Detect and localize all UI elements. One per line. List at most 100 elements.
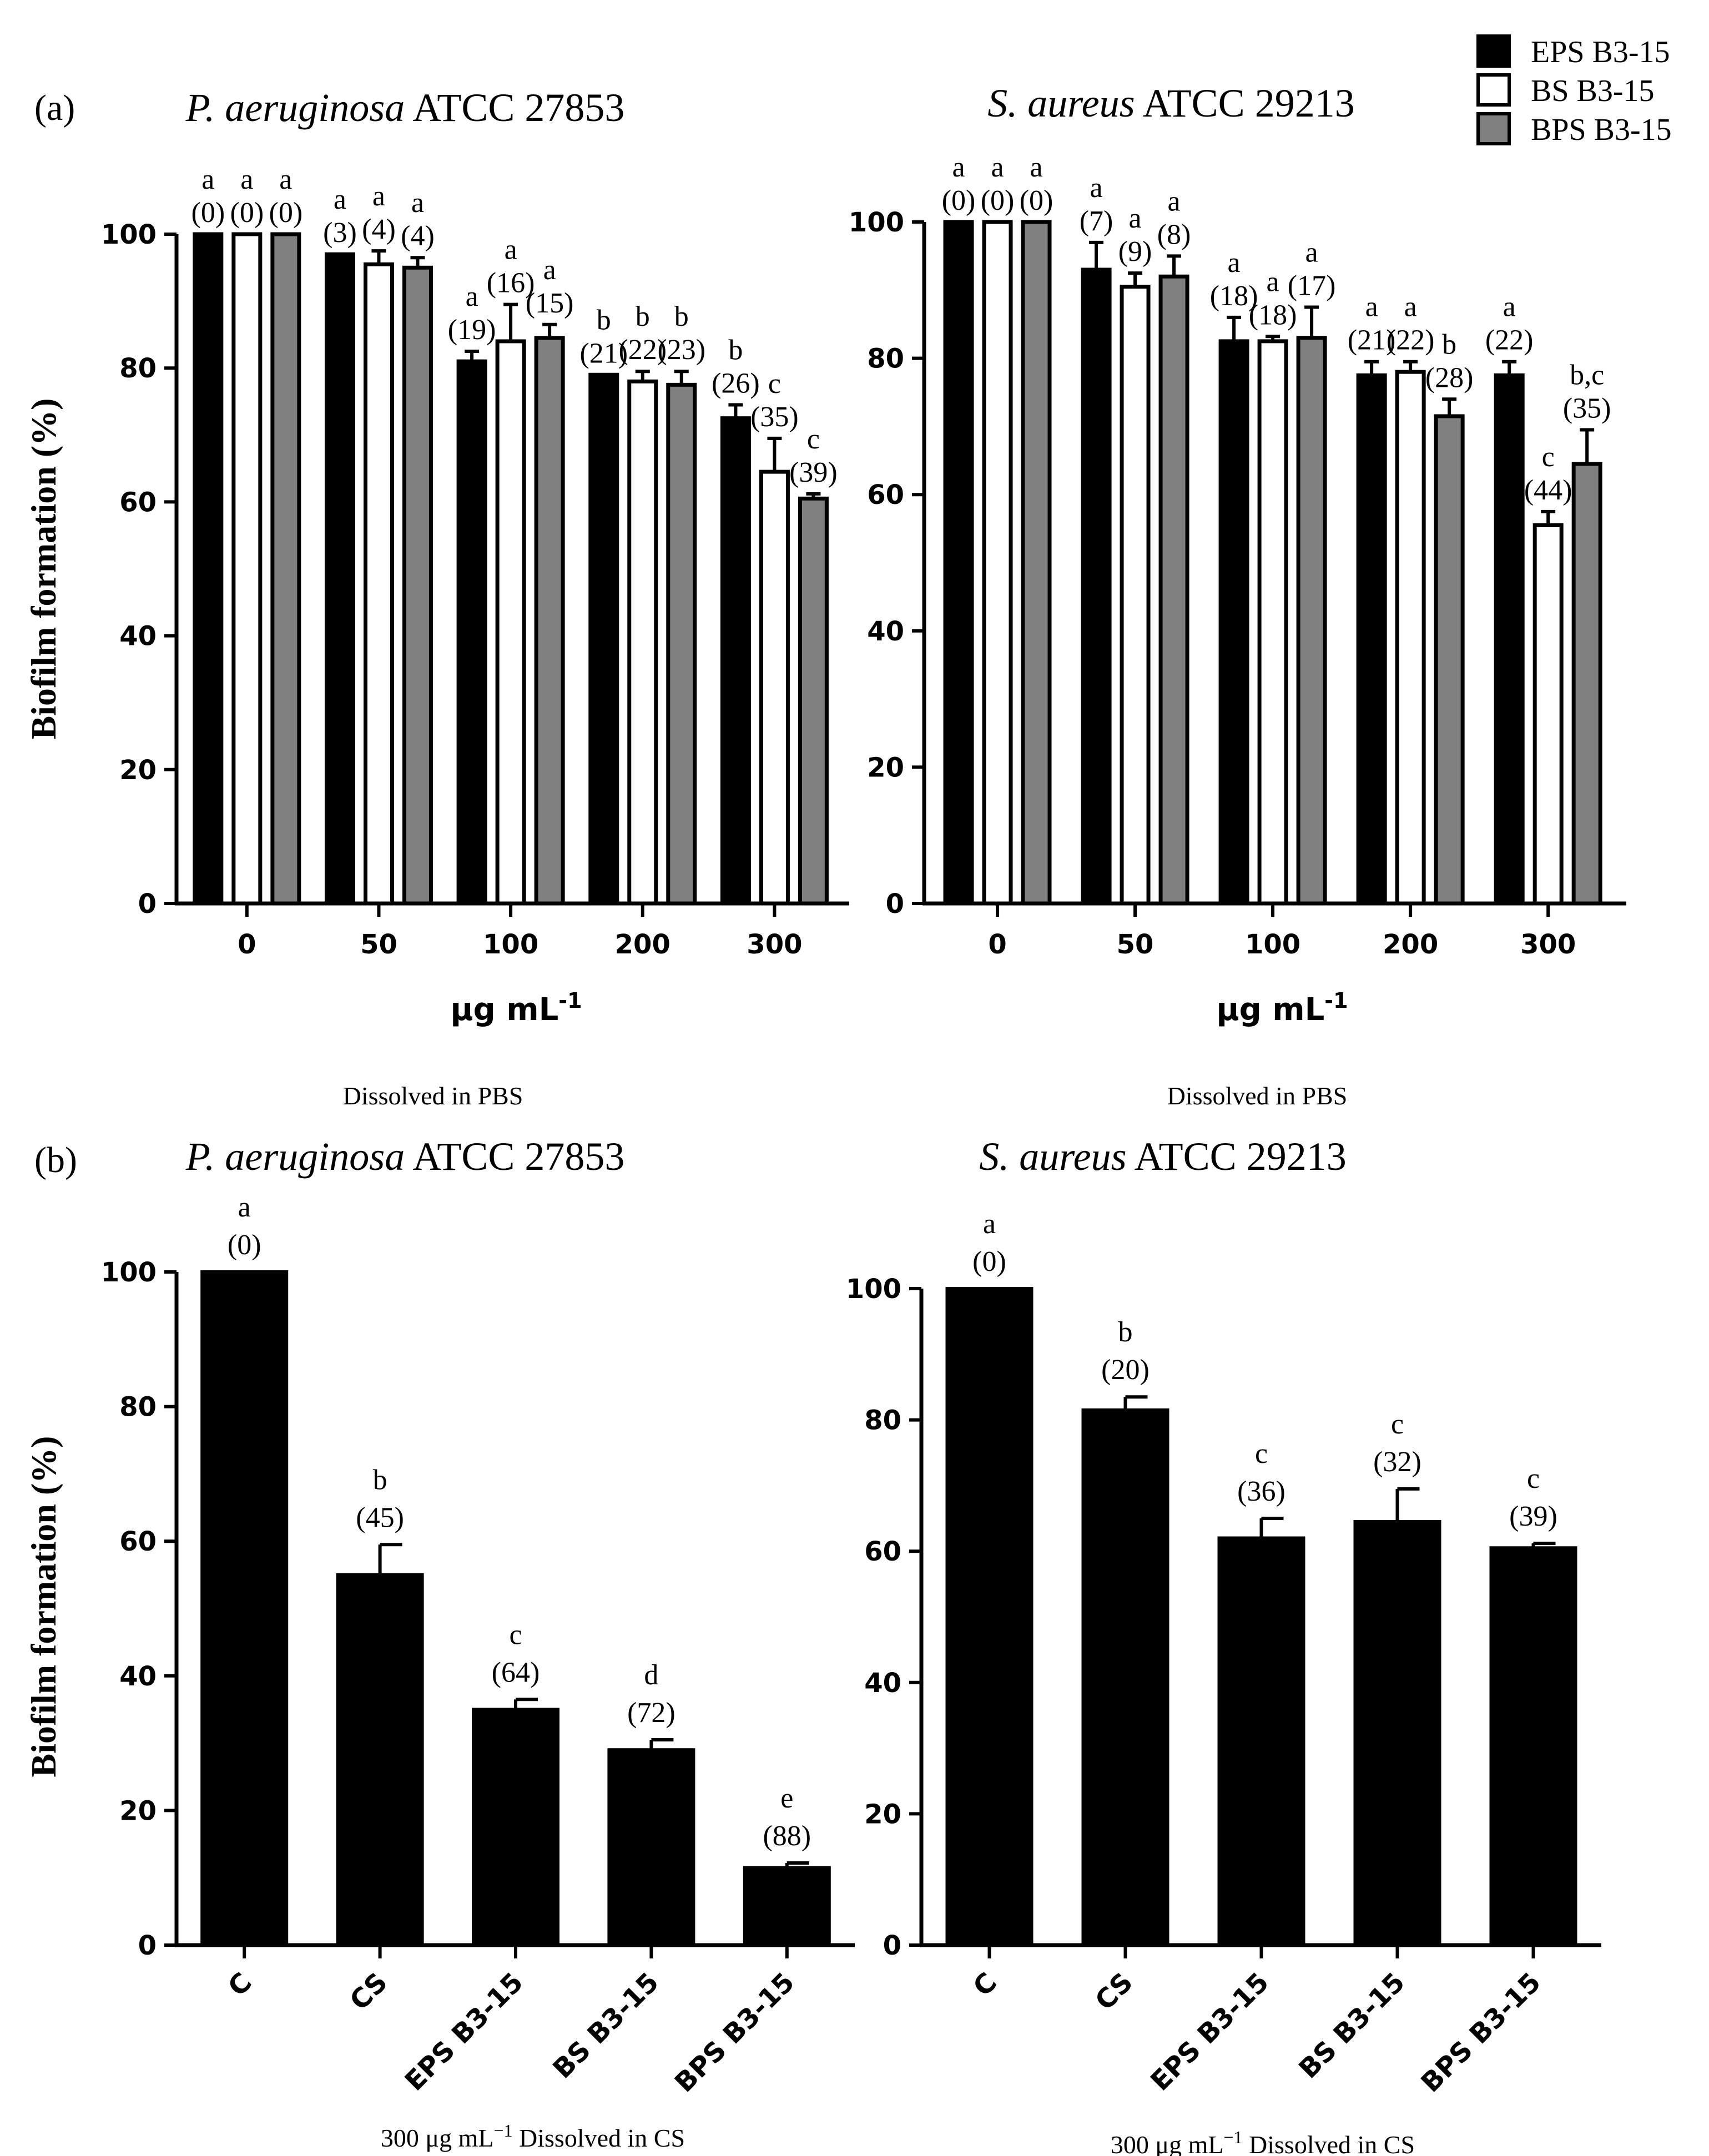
bar-bs: [1532, 523, 1564, 906]
bar: [200, 1270, 289, 1947]
significance-letter: c: [1542, 441, 1555, 473]
percent-label: (0): [230, 197, 264, 229]
percent-label: (0): [191, 197, 225, 229]
x-tick-label: C: [222, 1967, 258, 2003]
b-left-bars: C (0) a CS (45) b EPS B3-15 (64) c BS B3-15 (72) d B…: [200, 1191, 831, 2098]
significance-letter: c: [1255, 1438, 1268, 1470]
bar: [945, 1287, 1034, 1947]
bar: [1489, 1546, 1577, 1947]
significance-letter: a: [1168, 185, 1181, 217]
percent-label: (9): [1118, 236, 1152, 267]
y-axis-title: Biofilm formation (%): [24, 398, 63, 740]
legend-swatch: [1476, 34, 1511, 68]
y-tick-label: 0: [138, 1930, 157, 1961]
panel-label-a: (a): [34, 88, 75, 128]
y-tick-label: 20: [867, 752, 904, 783]
title-a-left: P. aeruginosa ATCC 27853: [185, 85, 625, 130]
bar-eps: [456, 359, 487, 906]
x-tick-label: CS: [344, 1967, 394, 2017]
percent-label: (32): [1373, 1446, 1421, 1478]
x-tick-label: 0: [988, 929, 1006, 960]
legend-item: BPS B3-15: [1476, 112, 1672, 147]
significance-letter: a: [1228, 247, 1241, 279]
bar: [743, 1866, 831, 1947]
title-b-right: S. aureus ATCC 29213: [979, 1134, 1346, 1179]
title-strain: ATCC 29213: [1127, 1134, 1347, 1179]
percent-label: (23): [657, 334, 705, 366]
x-tick-label: 50: [1117, 929, 1154, 960]
title-a-right: S. aureus ATCC 29213: [987, 81, 1354, 125]
percent-label: (35): [750, 401, 799, 433]
significance-letter: a: [240, 164, 253, 195]
caption-b-left: 300 μg mL−1 Dissolved in CS: [381, 2120, 685, 2152]
percent-label: (19): [448, 314, 496, 346]
legend-label: BS B3-15: [1531, 74, 1655, 108]
caption-a-left: Dissolved in PBS: [343, 1082, 523, 1110]
y-tick-label: 80: [119, 1392, 157, 1423]
y-tick-label: 80: [119, 353, 157, 384]
significance-letter: a: [1305, 237, 1318, 269]
x-tick-label: BPS B3-15: [669, 1967, 800, 2098]
title-strain: ATCC 27853: [405, 1134, 624, 1179]
significance-letter: a: [1090, 172, 1103, 204]
percent-label: (3): [323, 217, 357, 249]
y-tick-label: 0: [883, 1930, 901, 1961]
percent-label: (22): [1485, 325, 1534, 356]
percent-label: (26): [712, 368, 760, 400]
x-tick-label: BS B3-15: [547, 1967, 665, 2085]
y-axis-title: Biofilm formation (%): [24, 1436, 63, 1778]
bar-eps: [324, 252, 355, 906]
percent-label: (18): [1210, 280, 1258, 312]
bar-eps: [720, 416, 751, 906]
significance-letter: d: [644, 1659, 658, 1691]
x-axis-title: μg mL-1: [1216, 988, 1348, 1028]
significance-letter: b: [728, 335, 743, 366]
percent-label: (28): [1425, 362, 1474, 393]
percent-label: (21): [1348, 325, 1396, 356]
legend-swatch: [1476, 73, 1511, 107]
x-tick-label: EPS B3-15: [399, 1967, 530, 2097]
significance-letter: a: [372, 180, 385, 212]
significance-letter: a: [201, 164, 214, 195]
title-species: P. aeruginosa: [185, 85, 405, 130]
significance-letter: b,c: [1570, 360, 1604, 391]
percent-label: (39): [789, 457, 838, 488]
title-species: S. aureus: [979, 1134, 1126, 1179]
percent-label: (18): [1249, 299, 1297, 331]
x-tick-label: 0: [238, 929, 256, 960]
percent-label: (20): [1101, 1354, 1150, 1386]
x-tick-label: 300: [1520, 929, 1576, 960]
bar: [607, 1748, 695, 1947]
significance-letter: a: [1267, 266, 1279, 297]
y-tick-label: 0: [886, 888, 904, 920]
y-tick-label: 20: [119, 1795, 157, 1826]
significance-letter: c: [1527, 1463, 1540, 1494]
caption-b-right: 300 μg mL−1 Dissolved in CS: [1111, 2127, 1415, 2156]
bar-bs: [495, 339, 526, 906]
x-tick-label: 300: [747, 929, 802, 960]
significance-letter: a: [411, 187, 424, 219]
x-tick-label: 100: [483, 929, 538, 960]
significance-letter: e: [780, 1783, 793, 1814]
percent-label: (16): [487, 267, 535, 299]
bar-bs: [982, 220, 1013, 906]
a-right-bars: 0(0)a(0)a(0)a50(7)a(9)a(8)a100(18)a(18)a…: [942, 152, 1611, 960]
significance-letter: a: [334, 184, 346, 215]
bar-bs: [1257, 339, 1288, 906]
y-tick-label: 60: [119, 487, 157, 518]
percent-label: (88): [763, 1820, 811, 1852]
percent-label: (0): [269, 197, 303, 229]
percent-label: (0): [228, 1229, 261, 1261]
percent-label: (36): [1237, 1476, 1285, 1507]
significance-letter: c: [509, 1619, 522, 1650]
b-right-bars: C (0) a CS (20) b EPS B3-15 (36) c BS B3-15 (32) c B…: [945, 1208, 1577, 2098]
significance-letter: c: [807, 423, 820, 455]
significance-letter: b: [1118, 1316, 1133, 1348]
percent-label: (4): [401, 220, 435, 252]
significance-letter: a: [543, 254, 556, 286]
bar-eps: [1494, 373, 1525, 906]
bar-bps: [1434, 414, 1465, 906]
y-tick-label: 0: [138, 888, 157, 920]
y-tick-label: 40: [119, 621, 157, 652]
y-tick-label: 60: [119, 1526, 157, 1557]
